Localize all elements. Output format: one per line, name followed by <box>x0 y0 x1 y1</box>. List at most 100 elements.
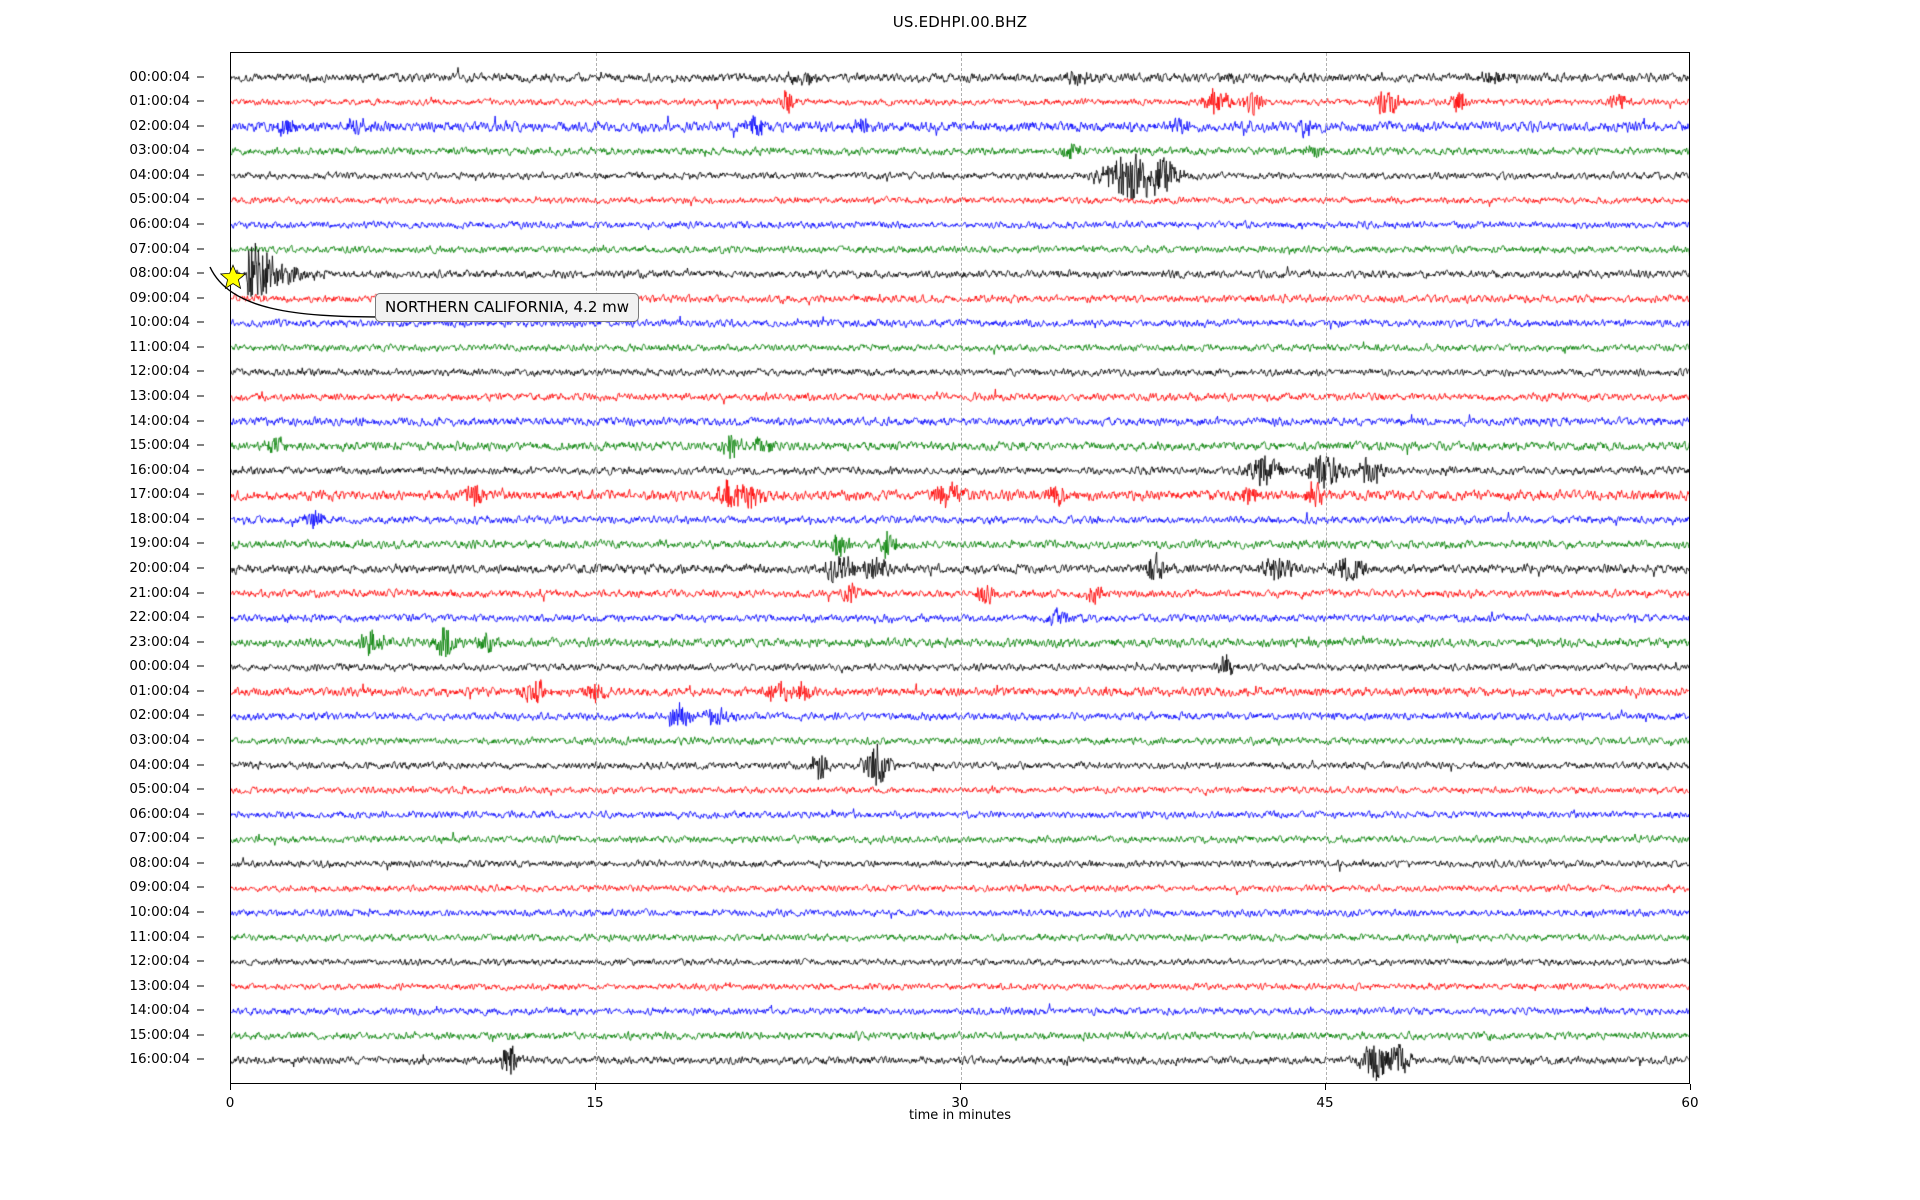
y-tick-label: 03:00:04 <box>129 142 190 159</box>
y-tick-mark <box>197 76 204 78</box>
y-tick-label: 15:00:04 <box>129 1026 190 1043</box>
y-tick-label: 02:00:04 <box>129 117 190 134</box>
y-tick-mark <box>197 420 204 422</box>
y-tick-mark <box>197 960 204 962</box>
y-tick-label: 05:00:04 <box>129 781 190 798</box>
y-tick-mark <box>197 518 204 520</box>
y-tick-label: 20:00:04 <box>129 560 190 576</box>
x-tick-label: 30 <box>951 1095 969 1111</box>
y-tick-label: 07:00:04 <box>129 830 190 847</box>
y-tick-mark <box>197 862 204 864</box>
y-tick-label: 00:00:04 <box>129 68 190 85</box>
y-tick-label: 13:00:04 <box>129 388 190 404</box>
y-tick-label: 17:00:04 <box>129 486 190 503</box>
y-tick-label: 09:00:04 <box>129 879 190 896</box>
y-tick-mark <box>197 272 204 274</box>
y-tick-mark <box>197 567 204 569</box>
y-tick-label: 06:00:04 <box>129 216 190 232</box>
y-tick-mark <box>197 616 204 618</box>
y-tick-label: 11:00:04 <box>129 928 190 945</box>
y-tick-mark <box>197 469 204 471</box>
y-tick-mark <box>197 764 204 766</box>
y-tick-label: 23:00:04 <box>129 633 190 650</box>
y-tick-label: 10:00:04 <box>129 904 190 920</box>
y-tick-mark <box>197 739 204 741</box>
y-tick-mark <box>197 174 204 176</box>
x-tick-label: 45 <box>1316 1095 1334 1111</box>
x-tick-mark <box>595 1084 596 1090</box>
y-tick-label: 14:00:04 <box>129 1002 190 1019</box>
y-tick-mark <box>197 714 204 716</box>
y-tick-mark <box>197 198 204 200</box>
y-tick-label: 03:00:04 <box>129 732 190 748</box>
y-tick-label: 13:00:04 <box>129 977 190 994</box>
y-tick-mark <box>197 837 204 839</box>
plot-area <box>230 52 1690 1084</box>
y-tick-label: 21:00:04 <box>129 584 190 601</box>
y-tick-label: 06:00:04 <box>129 805 190 822</box>
y-tick-mark <box>197 886 204 888</box>
star-marker-icon <box>220 264 246 290</box>
y-tick-label: 05:00:04 <box>129 191 190 208</box>
y-tick-label: 16:00:04 <box>129 461 190 478</box>
y-tick-mark <box>197 936 204 938</box>
y-tick-label: 15:00:04 <box>129 437 190 454</box>
y-tick-mark <box>197 788 204 790</box>
event-annotation-label: NORTHERN CALIFORNIA, 4.2 mw <box>375 293 640 322</box>
y-axis-ticks: 00:00:04 01:00:04 02:00:04 03:00:04 04:00:04… <box>0 52 230 1084</box>
y-tick-label: 01:00:04 <box>129 93 190 110</box>
x-axis-label: time in minutes <box>908 1108 1012 1123</box>
y-tick-label: 22:00:04 <box>129 609 190 626</box>
y-tick-label: 01:00:04 <box>129 682 190 699</box>
y-tick-mark <box>197 1034 204 1036</box>
page-title: US.EDHPI.00.BHZ <box>892 13 1028 31</box>
y-tick-mark <box>197 493 204 495</box>
y-tick-label: 11:00:04 <box>129 338 190 355</box>
x-axis-ticks: 0 15 30 45 60 <box>226 1084 1699 1124</box>
y-tick-mark <box>197 223 204 225</box>
y-tick-mark <box>197 370 204 372</box>
y-tick-mark <box>197 690 204 692</box>
x-tick-label: 60 <box>1681 1095 1699 1111</box>
x-tick-mark <box>1325 1084 1326 1090</box>
x-tick-mark <box>960 1084 961 1090</box>
y-tick-label: 16:00:04 <box>129 1051 190 1068</box>
y-tick-mark <box>197 248 204 250</box>
y-tick-mark <box>197 125 204 127</box>
y-tick-mark <box>197 592 204 594</box>
y-tick-label: 08:00:04 <box>129 265 190 282</box>
y-tick-mark <box>197 665 204 667</box>
y-tick-mark <box>197 542 204 544</box>
y-tick-label: 12:00:04 <box>129 363 190 380</box>
y-tick-mark <box>197 813 204 815</box>
y-tick-label: 07:00:04 <box>129 240 190 257</box>
y-tick-mark <box>197 1058 204 1060</box>
y-tick-label: 12:00:04 <box>129 953 190 970</box>
y-tick-mark <box>197 444 204 446</box>
y-tick-mark <box>197 321 204 323</box>
y-tick-label: 02:00:04 <box>129 707 190 724</box>
y-tick-label: 14:00:04 <box>129 412 190 429</box>
y-tick-mark <box>197 297 204 299</box>
y-tick-mark <box>197 149 204 151</box>
y-tick-mark <box>197 911 204 913</box>
y-tick-mark <box>197 1009 204 1011</box>
y-tick-label: 19:00:04 <box>129 535 190 552</box>
x-tick-label: 0 <box>225 1095 235 1111</box>
x-tick-label: 15 <box>586 1095 604 1111</box>
y-tick-label: 08:00:04 <box>129 854 190 871</box>
seismogram-traces <box>231 53 1689 1083</box>
y-tick-label: 04:00:04 <box>129 166 190 183</box>
x-tick-mark <box>1690 1084 1691 1090</box>
y-tick-label: 10:00:04 <box>129 314 190 331</box>
y-tick-mark <box>197 985 204 987</box>
y-tick-label: 18:00:04 <box>129 510 190 527</box>
y-tick-mark <box>197 100 204 102</box>
y-tick-mark <box>197 346 204 348</box>
y-tick-label: 04:00:04 <box>129 756 190 773</box>
y-tick-mark <box>197 395 204 397</box>
y-tick-mark <box>197 641 204 643</box>
x-tick-mark <box>230 1084 231 1090</box>
y-tick-label: 00:00:04 <box>129 658 190 675</box>
